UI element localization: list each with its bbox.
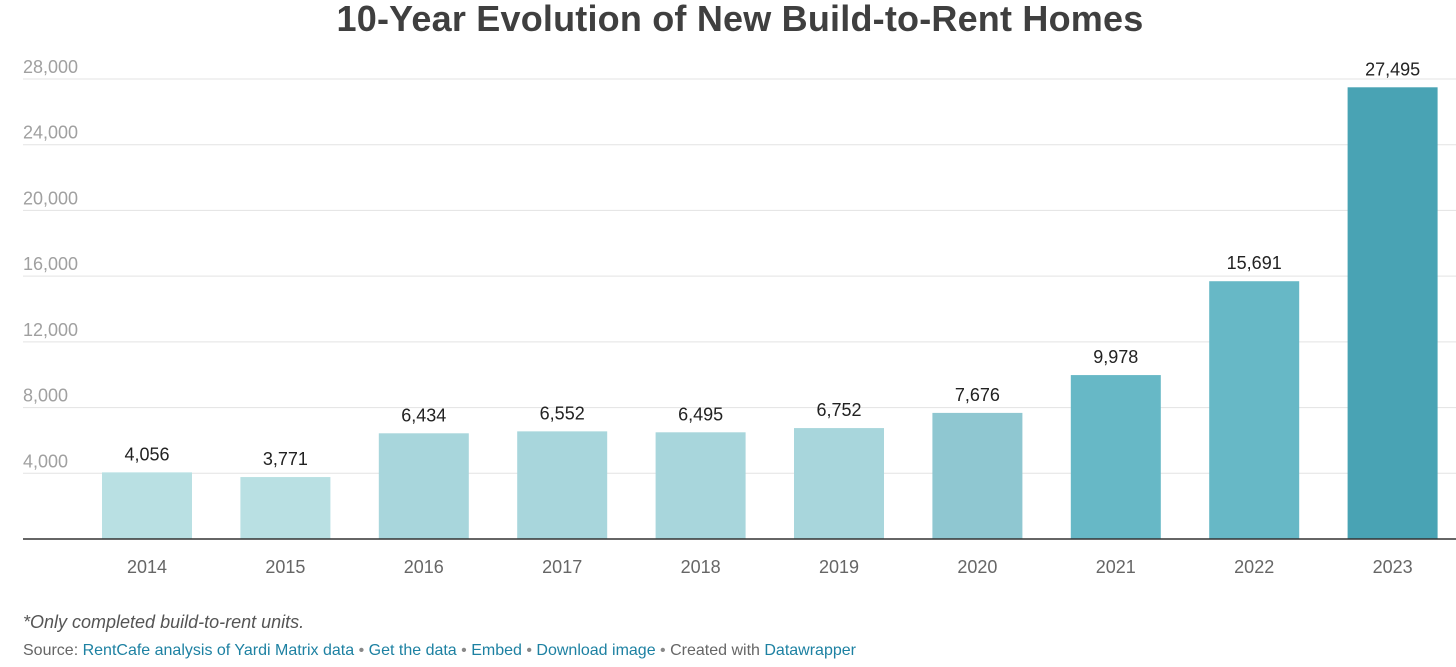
data-labels: 4,056 3,771 6,434 6,552 6,495 6,752 7,676 9,978… [124,59,1420,469]
x-tick-label: 2019 [819,557,859,577]
x-tick-label: 2015 [265,557,305,577]
data-label-2015: 3,771 [263,449,308,469]
data-label-2014: 4,056 [124,444,169,464]
x-tick-label: 2020 [957,557,997,577]
x-tick-label: 2016 [404,557,444,577]
data-label-2020: 7,676 [955,385,1000,405]
y-axis-ticks: 4,000 8,000 12,000 16,000 20,000 24,000 28,000 [23,57,78,471]
x-tick-label: 2018 [681,557,721,577]
download-image-link[interactable]: Download image [536,642,656,659]
separator: • [456,642,472,659]
x-tick-label: 2023 [1373,557,1413,577]
data-label-2021: 9,978 [1093,347,1138,367]
source-link[interactable]: RentCafe analysis of Yardi Matrix data [82,642,355,659]
datawrapper-link[interactable]: Datawrapper [764,642,856,659]
gridlines [23,78,1456,474]
bar-2020 [932,412,1023,539]
x-axis-ticks: 2014 2015 2016 2017 2018 2019 2020 2021 2022 2023 [127,557,1413,577]
data-label-2023: 27,495 [1365,59,1420,79]
bar-2014 [102,472,192,539]
bar-2022 [1209,281,1300,539]
separator: • [521,642,537,659]
bars [102,87,1438,540]
y-tick-label: 24,000 [23,123,78,143]
x-tick-label: 2021 [1096,557,1136,577]
y-tick-label: 16,000 [23,254,78,274]
data-label-2019: 6,752 [816,400,861,420]
x-tick-label: 2017 [542,557,582,577]
bar-2015 [240,477,331,539]
source-line: Source: RentCafe analysis of Yardi Matri… [23,642,856,660]
data-label-2018: 6,495 [678,404,723,424]
bar-2018 [655,432,746,539]
footnote: *Only completed build-to-rent units. [23,612,305,632]
y-tick-label: 12,000 [23,320,78,340]
separator: • [655,642,671,659]
source-prefix: Source: [23,642,83,659]
y-tick-label: 28,000 [23,57,78,77]
embed-link[interactable]: Embed [471,642,522,659]
x-tick-label: 2014 [127,557,167,577]
bar-2017 [517,431,608,539]
y-tick-label: 20,000 [23,188,78,208]
get-data-link[interactable]: Get the data [368,642,457,659]
bar-2021 [1070,375,1161,539]
chart-title: 10-Year Evolution of New Build-to-Rent H… [336,0,1144,39]
data-label-2016: 6,434 [401,405,446,425]
x-tick-label: 2022 [1234,557,1274,577]
bar-2016 [378,433,469,539]
data-label-2022: 15,691 [1227,253,1282,273]
bar-chart: 4,000 8,000 12,000 16,000 20,000 24,000 28,000… [23,57,1456,577]
bar-2023 [1347,87,1438,540]
bar-2019 [794,428,884,539]
y-tick-label: 4,000 [23,451,68,471]
separator: • [354,642,369,659]
created-with-text: Created with [670,642,765,659]
data-label-2017: 6,552 [540,403,585,423]
y-tick-label: 8,000 [23,386,68,406]
